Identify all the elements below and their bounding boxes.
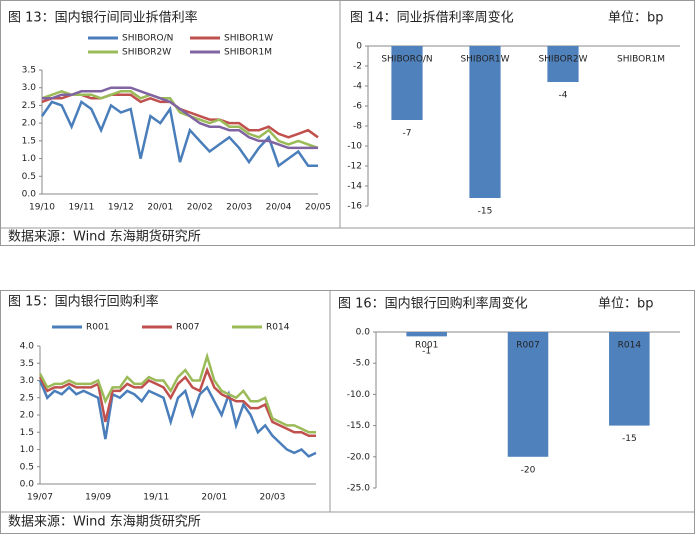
- x-tick-label: 20/03: [226, 203, 252, 213]
- x-tick-label: SHIBOR1M: [617, 55, 665, 65]
- x-tick-label: SHIBORO/N: [381, 55, 432, 65]
- bar: [507, 332, 549, 457]
- x-tick-label: R014: [618, 341, 642, 351]
- value-label: -20: [521, 465, 536, 475]
- y-tick-label: 0.0: [22, 190, 37, 200]
- y-tick-label: 1.5: [20, 428, 34, 438]
- legend-label: R007: [176, 323, 199, 333]
- legend-label: SHIBOR1M: [224, 48, 272, 58]
- x-tick-label: 20/05: [305, 203, 331, 213]
- x-tick-label: 19/12: [108, 203, 134, 213]
- y-tick-label: -2: [353, 62, 362, 72]
- y-tick-label: 2.0: [20, 411, 35, 421]
- y-tick-label: 2.0: [22, 119, 37, 129]
- legend-label: SHIBOR2W: [122, 48, 171, 58]
- chart-title: 图 16：国内银行回购利率周变化: [338, 296, 528, 312]
- y-tick-label: -15.0: [347, 421, 371, 431]
- x-tick-label: 20/01: [147, 203, 173, 213]
- y-tick-label: -8: [353, 122, 362, 132]
- x-tick-label: 20/04: [266, 203, 292, 213]
- y-tick-label: 0.5: [22, 172, 36, 182]
- value-label: -7: [403, 129, 412, 139]
- x-tick-label: 20/03: [259, 493, 285, 503]
- y-tick-label: 0: [356, 42, 362, 52]
- value-label: -4: [559, 91, 568, 101]
- x-tick-label: 19/10: [29, 203, 55, 213]
- y-tick-label: -16: [347, 202, 362, 212]
- chart-title: 图 14：同业拆借利率周变化: [350, 10, 514, 26]
- unit: 单位：bp: [608, 11, 664, 26]
- y-tick-label: -6: [353, 102, 362, 112]
- y-tick-label: 3.5: [22, 66, 36, 76]
- y-tick-label: 0.0: [356, 328, 371, 338]
- value-label: -15: [622, 434, 637, 444]
- y-tick-label: 0.5: [20, 462, 34, 472]
- top-frame: [0, 0, 695, 246]
- x-tick-label: R001: [415, 341, 438, 351]
- x-tick-label: 19/07: [27, 493, 53, 503]
- y-tick-label: -14: [347, 182, 362, 192]
- y-tick-label: 3.0: [22, 83, 37, 93]
- source: 数据来源：Wind 东海期货研究所: [8, 514, 201, 530]
- x-tick-label: 19/11: [68, 203, 94, 213]
- legend-label: SHIBOR1W: [224, 34, 273, 44]
- series-line: [41, 89, 319, 150]
- source: 数据来源：Wind 东海期货研究所: [8, 229, 201, 245]
- x-tick-label: 19/09: [85, 493, 111, 503]
- value-label: -15: [478, 207, 493, 217]
- series-line: [38, 352, 316, 434]
- y-tick-label: 1.0: [20, 445, 35, 455]
- x-tick-label: 20/02: [187, 203, 213, 213]
- legend-label: SHIBORO/N: [122, 34, 173, 44]
- y-tick-label: -12: [347, 162, 362, 172]
- chart-title: 图 15：国内银行回购利率: [8, 294, 159, 310]
- legend-label: R014: [266, 323, 290, 333]
- y-tick-label: 4.0: [20, 342, 35, 352]
- y-tick-label: 3.5: [20, 359, 34, 369]
- x-tick-label: R007: [516, 341, 539, 351]
- series-line: [38, 366, 316, 437]
- y-tick-label: -4: [353, 82, 362, 92]
- series-line: [42, 86, 318, 150]
- y-tick-label: 0.0: [20, 480, 35, 490]
- series-line: [38, 380, 317, 458]
- series-line: [40, 99, 318, 168]
- y-tick-label: 1.0: [22, 154, 37, 164]
- y-tick-label: 2.5: [22, 101, 36, 111]
- bar: [547, 46, 579, 82]
- unit: 单位：bp: [598, 297, 654, 312]
- y-tick-label: -5.0: [352, 359, 370, 369]
- y-tick-label: -20.0: [347, 452, 371, 462]
- bar: [391, 46, 423, 120]
- x-tick-label: 20/01: [201, 493, 227, 503]
- x-tick-label: 19/11: [143, 493, 169, 503]
- bar: [609, 332, 650, 426]
- series-line: [41, 93, 319, 139]
- y-tick-label: -10.0: [347, 390, 371, 400]
- x-tick-label: SHIBOR2W: [538, 55, 587, 65]
- y-tick-label: 1.5: [22, 136, 36, 146]
- legend-label: R001: [86, 323, 109, 333]
- bar: [469, 46, 501, 198]
- y-tick-label: -10: [347, 142, 362, 152]
- x-tick-label: SHIBOR1W: [460, 55, 509, 65]
- y-tick-label: 2.5: [20, 393, 34, 403]
- y-tick-label: -25.0: [347, 484, 371, 494]
- chart-title: 图 13：国内银行间同业拆借利率: [8, 10, 198, 26]
- value-label: -1: [422, 347, 431, 357]
- y-tick-label: 3.0: [20, 376, 35, 386]
- bar: [406, 332, 447, 337]
